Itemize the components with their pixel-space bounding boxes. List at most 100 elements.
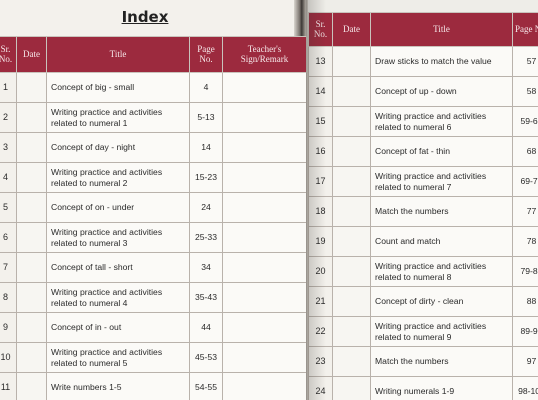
- page-cell: 35-43: [189, 282, 223, 313]
- date-cell: [16, 342, 47, 373]
- table-row: 15 Writing practice and activities relate…: [308, 106, 538, 137]
- table-row: 17 Writing practice and activities relate…: [308, 166, 538, 197]
- title-cell: Match the numbers: [370, 346, 513, 377]
- sr-cell: 9: [0, 312, 17, 343]
- title-cell: Writing numerals 1-9: [370, 376, 513, 400]
- sr-cell: 23: [308, 346, 333, 377]
- title-cell: Count and match: [370, 226, 513, 257]
- page-title: Index: [121, 8, 169, 26]
- table-row: 10 Writing practice and activities relate…: [0, 342, 307, 373]
- table-row: 16 Concept of fat - thin 68: [308, 136, 538, 167]
- sr-cell: 17: [308, 166, 333, 197]
- table-row: 22 Writing practice and activities relate…: [308, 316, 538, 347]
- sr-cell: 2: [0, 102, 17, 133]
- sr-cell: 8: [0, 282, 17, 313]
- page-cell: 24: [189, 192, 223, 223]
- title-cell: Concept of in - out: [46, 312, 190, 343]
- title-cell: Writing practice and activities related …: [370, 166, 513, 197]
- date-cell: [332, 136, 371, 167]
- page-cell: 88: [512, 286, 538, 317]
- page-cell: 68: [512, 136, 538, 167]
- table-row: 11 Write numbers 1-5 54-55: [0, 372, 307, 400]
- table-row: 5 Concept of on - under 24: [0, 192, 307, 223]
- sr-cell: 5: [0, 192, 17, 223]
- table-row: 20 Writing practice and activities relate…: [308, 256, 538, 287]
- table-header-row: Sr. No. Date Title Page No. Teacher's Si…: [0, 36, 307, 73]
- sign-cell: [222, 312, 307, 343]
- index-table-left: Sr. No. Date Title Page No. Teacher's Si…: [0, 36, 307, 400]
- page-cell: 34: [189, 252, 223, 283]
- table-header-row: Sr. No. Date Title Page No.: [308, 12, 538, 47]
- table-body-left: 1 Concept of big - small 4 2 Writing practic…: [0, 72, 307, 400]
- sr-cell: 11: [0, 372, 17, 400]
- sr-cell: 18: [308, 196, 333, 227]
- table-row: 3 Concept of day - night 14: [0, 132, 307, 163]
- sign-cell: [222, 222, 307, 253]
- title-cell: Writing practice and activities related …: [46, 162, 190, 193]
- header-date: Date: [16, 36, 47, 73]
- table-row: 7 Concept of tall - short 34: [0, 252, 307, 283]
- table-row: 23 Match the numbers 97: [308, 346, 538, 377]
- date-cell: [16, 222, 47, 253]
- header-sign: Teacher's Sign/Remark: [222, 36, 307, 73]
- sr-cell: 24: [308, 376, 333, 400]
- sr-cell: 20: [308, 256, 333, 287]
- sign-cell: [222, 132, 307, 163]
- sr-cell: 16: [308, 136, 333, 167]
- page-cell: 45-53: [189, 342, 223, 373]
- header-page: Page No.: [512, 12, 538, 47]
- table-row: 24 Writing numerals 1-998-100: [308, 376, 538, 400]
- header-sr: Sr. No.: [0, 36, 17, 73]
- sr-cell: 4: [0, 162, 17, 193]
- sr-cell: 22: [308, 316, 333, 347]
- page-cell: 5-13: [189, 102, 223, 133]
- title-cell: Concept of fat - thin: [370, 136, 513, 167]
- sign-cell: [222, 102, 307, 133]
- table-row: 8 Writing practice and activities related…: [0, 282, 307, 313]
- sr-cell: 15: [308, 106, 333, 137]
- sr-cell: 6: [0, 222, 17, 253]
- date-cell: [332, 286, 371, 317]
- sr-cell: 13: [308, 46, 333, 77]
- title-cell: Writing practice and activities related …: [46, 102, 190, 133]
- sr-cell: 7: [0, 252, 17, 283]
- page-cell: 98-100: [512, 376, 538, 400]
- sr-cell: 1: [0, 72, 17, 103]
- page-cell: 78: [512, 226, 538, 257]
- title-cell: Draw sticks to match the value: [370, 46, 513, 77]
- table-row: 19 Count and match 78: [308, 226, 538, 257]
- sr-cell: 3: [0, 132, 17, 163]
- title-cell: Concept of dirty - clean: [370, 286, 513, 317]
- table-row: 14 Concept of up - down 58: [308, 76, 538, 107]
- sr-cell: 21: [308, 286, 333, 317]
- date-cell: [332, 106, 371, 137]
- sign-cell: [222, 282, 307, 313]
- title-cell: Concept of tall - short: [46, 252, 190, 283]
- title-cell: Match the numbers: [370, 196, 513, 227]
- sign-cell: [222, 342, 307, 373]
- date-cell: [332, 196, 371, 227]
- title-cell: Writing practice and activities related …: [46, 222, 190, 253]
- date-cell: [332, 166, 371, 197]
- header-title: Title: [46, 36, 190, 73]
- header-page: Page No.: [189, 36, 223, 73]
- title-cell: Concept of big - small: [46, 72, 190, 103]
- date-cell: [332, 76, 371, 107]
- date-cell: [16, 372, 47, 400]
- page-cell: 77: [512, 196, 538, 227]
- table-row: 2 Writing practice and activities related…: [0, 102, 307, 133]
- page-cell: 79-87: [512, 256, 538, 287]
- title-cell: Writing practice and activities related …: [370, 256, 513, 287]
- page-cell: 97: [512, 346, 538, 377]
- table-row: 18 Match the numbers 77: [308, 196, 538, 227]
- table-row: 13 Draw sticks to match the value 57: [308, 46, 538, 77]
- page-cell: 69-76: [512, 166, 538, 197]
- table-row: 4 Writing practice and activities related…: [0, 162, 307, 193]
- sign-cell: [222, 162, 307, 193]
- date-cell: [16, 282, 47, 313]
- index-table-right: Sr. No. Date Title Page No. 13 Draw stick…: [308, 12, 538, 400]
- page-cell: 44: [189, 312, 223, 343]
- date-cell: [332, 316, 371, 347]
- sign-cell: [222, 372, 307, 400]
- title-cell: Concept of up - down: [370, 76, 513, 107]
